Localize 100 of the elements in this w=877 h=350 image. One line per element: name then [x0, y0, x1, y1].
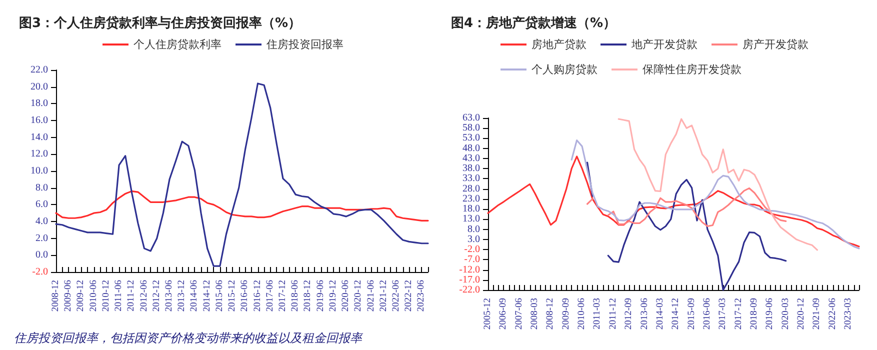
x-tick-label: 2022-06	[391, 280, 402, 312]
y-tick-label: 28.0	[462, 183, 480, 194]
y-tick-label: 43.0	[462, 152, 480, 164]
x-tick-label: 2011-06	[114, 280, 124, 312]
chart-title: 图4：房地产贷款增速（%）	[451, 15, 616, 31]
x-tick-label: 2020-03	[780, 298, 791, 330]
x-tick-label: 2019-06	[316, 280, 326, 312]
y-tick-label: 63.0	[462, 112, 480, 124]
x-tick-label: 2015-06	[214, 280, 225, 312]
x-tick-label: 2012-06	[139, 280, 150, 312]
x-tick-label: 2008-03	[530, 298, 540, 330]
x-tick-label: 2011-12	[126, 280, 137, 312]
x-tick-label: 2006-09	[498, 298, 509, 330]
y-tick-label: 13.0	[462, 214, 480, 225]
y-tick-label: 23.0	[462, 193, 480, 204]
y-tick-label: -12.0	[459, 264, 480, 276]
line-series	[570, 139, 860, 250]
x-tick-label: 2008-12	[51, 280, 61, 312]
y-tick-label: -2.0	[464, 244, 480, 256]
x-tick-label: 2018-06	[290, 280, 301, 312]
x-tick-label: 2014-12	[202, 280, 212, 312]
line-series	[55, 190, 429, 222]
x-tick-label: 2022-06	[828, 298, 838, 330]
x-tick-label: 2008-12	[546, 298, 556, 330]
legend-label: 房产开发贷款	[742, 38, 808, 51]
y-tick-label: 0.0	[36, 250, 48, 261]
legend-label: 个人住房贷款利率	[134, 38, 222, 51]
y-tick-label: 48.0	[462, 142, 480, 154]
x-tick-label: 2011-12	[608, 298, 618, 330]
y-tick-label: 58.0	[462, 122, 480, 134]
y-tick-label: -17.0	[459, 274, 480, 286]
x-tick-label: 2020-12	[796, 298, 807, 330]
x-tick-label: 2022-12	[404, 280, 414, 312]
y-tick-label: -2.0	[32, 266, 48, 278]
y-tick-label: 6.0	[36, 199, 48, 210]
y-tick-label: 10.0	[30, 166, 48, 176]
x-tick-label: 2021-06	[366, 280, 376, 312]
x-tick-label: 2010-12	[101, 280, 112, 312]
x-tick-label: 2009-09	[561, 298, 572, 330]
x-tick-label: 2013-06	[164, 280, 174, 312]
y-tick-label: -22.0	[459, 284, 480, 296]
y-tick-label: 53.0	[462, 132, 480, 144]
x-tick-label: 2019-06	[765, 298, 776, 330]
x-tick-label: 2016-12	[252, 280, 263, 312]
x-tick-label: 2010-06	[577, 298, 588, 330]
y-tick-label: 22.0	[30, 64, 48, 76]
y-tick-label: 8.0	[36, 182, 48, 194]
y-tick-label: 8.0	[468, 224, 480, 235]
x-tick-label: 2016-06	[240, 280, 250, 312]
x-tick-label: 2018-09	[749, 298, 760, 330]
legend-label: 住房投资回报率	[266, 38, 344, 51]
chart-title: 图3：个人住房贷款利率与住房投资回报率（%）	[19, 15, 302, 31]
x-tick-label: 2014-12	[671, 298, 682, 330]
x-tick-label: 2017-12	[278, 280, 288, 312]
x-tick-label: 2016-06	[702, 298, 712, 330]
x-tick-label: 2015-12	[228, 280, 238, 312]
y-tick-label: 16.0	[30, 115, 48, 126]
x-tick-label: 2013-06	[640, 298, 650, 330]
x-tick-label: 2009-06	[64, 280, 74, 312]
x-tick-label: 2005-12	[483, 298, 493, 330]
x-tick-label: 2009-12	[76, 280, 86, 312]
y-tick-label: 38.0	[462, 163, 480, 174]
x-tick-label: 2011-03	[592, 298, 603, 330]
x-tick-label: 2012-09	[624, 298, 634, 330]
x-tick-label: 2012-12	[152, 280, 162, 312]
y-tick-label: 18.0	[30, 98, 48, 110]
x-tick-label: 2017-03	[718, 298, 728, 330]
line-series	[55, 82, 429, 267]
y-tick-label: 20.0	[30, 81, 48, 92]
legend-label: 保障性住房开发贷款	[642, 63, 742, 76]
y-tick-label: 3.0	[468, 234, 480, 245]
legend-label: 个人购房贷款	[532, 63, 598, 76]
text: 住房投资回报率，包括因资产价格变动带来的收益以及租金回报率	[14, 331, 364, 345]
x-tick-label: 2020-12	[354, 280, 364, 312]
x-tick-label: 2013-12	[177, 280, 188, 312]
x-tick-label: 2019-12	[328, 280, 338, 312]
y-tick-label: 18.0	[462, 204, 480, 215]
x-tick-label: 2021-09	[812, 298, 822, 330]
legend-label: 房地产贷款	[532, 38, 586, 51]
x-tick-label: 2023-06	[416, 280, 427, 312]
x-tick-label: 2010-06	[88, 280, 99, 312]
legend-label: 地产开发贷款	[630, 38, 698, 51]
x-tick-label: 2023-03	[844, 298, 854, 330]
y-tick-label: 2.0	[36, 232, 48, 244]
x-tick-label: 2017-12	[734, 298, 744, 330]
x-tick-label: 2020-06	[341, 280, 352, 312]
x-tick-label: 2015-09	[686, 298, 697, 330]
x-tick-label: 2021-12	[378, 280, 389, 312]
x-tick-label: 2018-12	[303, 280, 314, 312]
y-tick-label: 4.0	[36, 216, 48, 227]
line-series	[618, 118, 818, 251]
line-series	[487, 156, 860, 248]
y-tick-label: 12.0	[30, 148, 48, 160]
y-tick-label: 33.0	[462, 173, 480, 184]
x-tick-label: 2014-03	[655, 298, 666, 330]
y-tick-label: 14.0	[30, 132, 48, 143]
x-tick-label: 2017-06	[265, 280, 276, 312]
y-tick-label: -7.0	[464, 254, 480, 266]
x-tick-label: 2007-06	[514, 298, 524, 330]
x-tick-label: 2014-06	[190, 280, 200, 312]
